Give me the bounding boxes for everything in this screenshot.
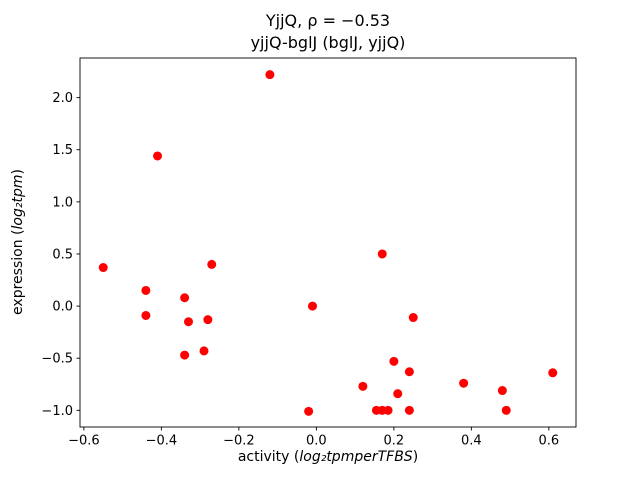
y-tick-label: 2.0 (52, 91, 73, 106)
y-tick-label: 0.5 (52, 247, 73, 262)
scatter-point (203, 315, 213, 325)
x-tick-label: 0.4 (461, 434, 482, 449)
chart-subtitle: yjjQ-bglJ (bglJ, yjjQ) (251, 33, 406, 52)
x-tick-label: −0.6 (68, 434, 100, 449)
y-tick-label: 1.5 (52, 143, 73, 158)
x-axis-label-suffix: ) (413, 449, 418, 465)
x-axis-label: activity (log₂tpmperTFBS) (238, 449, 418, 465)
scatter-point (141, 310, 151, 320)
y-tick-label: 1.0 (52, 195, 73, 210)
x-tick-label: −0.2 (223, 434, 255, 449)
scatter-point (207, 259, 217, 269)
y-axis-label-prefix: expression ( (10, 230, 26, 315)
y-tick-label: −1.0 (41, 404, 73, 419)
y-axis-label-math: log₂tpm (10, 175, 26, 230)
scatter-point (497, 386, 507, 396)
y-tick-label: −0.5 (41, 352, 73, 367)
x-tick-label: 0.0 (306, 434, 327, 449)
y-axis-label: expression (log₂tpm) (10, 169, 26, 315)
x-tick-label: 0.6 (539, 434, 560, 449)
plot-frame (79, 57, 577, 428)
scatter-point (501, 405, 511, 415)
scatter-point (153, 151, 162, 161)
scatter-point (377, 249, 387, 259)
scatter-point (383, 405, 393, 415)
scatter-point (180, 293, 190, 303)
x-axis-label-math: log₂tpmperTFBS (299, 449, 412, 465)
scatter-point (358, 381, 368, 391)
x-tick-label: 0.2 (384, 434, 405, 449)
scatter-point (389, 356, 399, 366)
scatter-point (404, 367, 414, 377)
scatter-point (265, 70, 275, 80)
scatter-point (393, 389, 403, 399)
points-layer (98, 70, 558, 416)
scatter-point (98, 263, 108, 273)
scatter-point (404, 405, 414, 415)
y-tick-label: 0.0 (52, 300, 73, 315)
scatter-point (184, 317, 193, 327)
scatter-point (180, 350, 190, 360)
scatter-point (199, 346, 209, 356)
scatter-point (308, 301, 317, 311)
x-axis-label-prefix: activity ( (238, 449, 300, 465)
y-axis-label-suffix: ) (10, 169, 26, 174)
scatter-point (304, 406, 314, 416)
x-tick-label: −0.4 (146, 434, 178, 449)
chart-title: YjjQ, ρ = −0.53 (265, 11, 390, 30)
scatter-point (548, 368, 558, 378)
scatter-point (141, 285, 151, 295)
scatter-point (459, 378, 469, 388)
axes-layer: −0.6 −0.4 −0.2 0.0 0.2 0.4 0.6 −1.0 −0.5 0.0 0.5 1.… (41, 57, 577, 449)
scatter-point (408, 313, 418, 323)
